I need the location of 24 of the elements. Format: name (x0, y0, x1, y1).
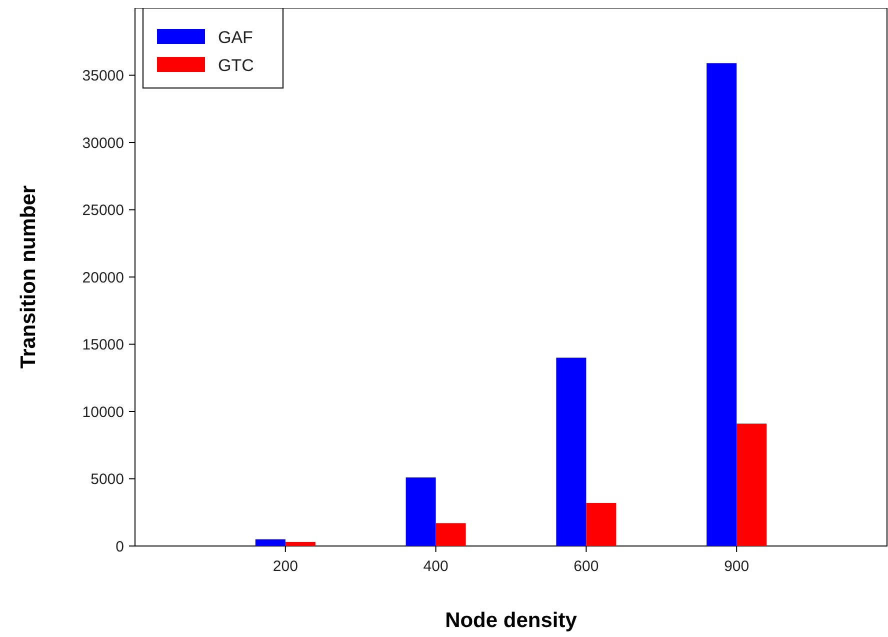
y-tick-label: 15000 (82, 336, 124, 354)
x-tick-label: 900 (724, 558, 750, 575)
y-tick-label: 5000 (90, 471, 124, 488)
y-tick-label: 25000 (82, 202, 124, 219)
bar (586, 502, 616, 546)
y-tick-label: 10000 (82, 404, 124, 421)
bar (706, 63, 737, 546)
bar (736, 424, 767, 546)
bar (406, 477, 436, 546)
bar (556, 358, 586, 546)
x-tick-label: 600 (574, 558, 599, 575)
x-tick-label: 400 (423, 558, 448, 575)
bar (436, 523, 466, 546)
bar (255, 539, 286, 546)
y-tick-label: 30000 (82, 134, 124, 152)
legend-label: GAF (218, 28, 253, 47)
legend-label: GTC (218, 56, 254, 75)
y-tick-label: 20000 (82, 269, 124, 286)
bar (285, 542, 316, 546)
x-axis-title: Node density (445, 609, 578, 632)
y-tick-label: 0 (116, 538, 124, 556)
y-axis-title: Transition number (17, 185, 40, 369)
x-tick-label: 200 (272, 558, 298, 575)
y-tick-label: 35000 (82, 68, 124, 84)
